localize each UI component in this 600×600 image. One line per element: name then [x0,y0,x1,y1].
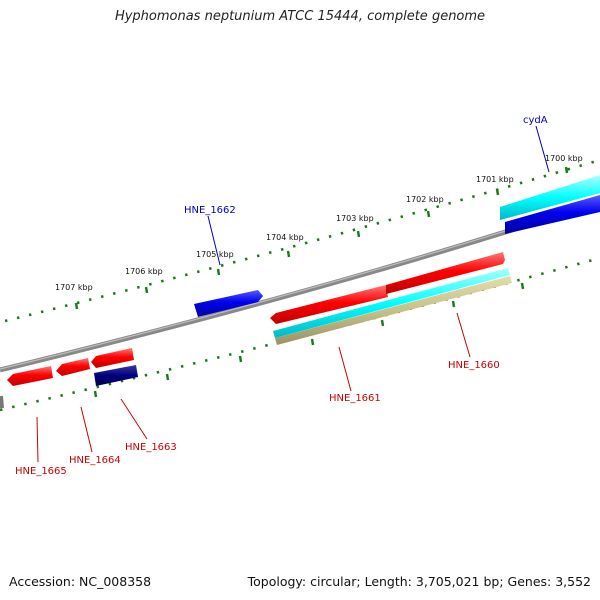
kbp-label-1704: 1704 kbp [266,233,304,242]
gene-label-hne1663[interactable]: HNE_1663 [125,442,177,453]
feature-red-hne1665[interactable] [7,366,53,386]
kbp-label-1702: 1702 kbp [406,195,444,204]
feature-blue-cydA[interactable] [505,195,600,234]
feature-red-hne1661[interactable] [270,285,388,324]
feature-blue-hne1662[interactable] [194,290,263,317]
kbp-label-1703: 1703 kbp [336,214,374,223]
map-title: Hyphomonas neptunium ATCC 15444, complet… [114,9,486,24]
kbp-label-1701: 1701 kbp [476,175,514,184]
feature-cyan-inner[interactable] [273,268,510,338]
feature-navy-hne1663[interactable] [94,365,138,386]
gene-label-hne1662[interactable]: HNE_1662 [184,205,236,216]
feature-khaki-inner[interactable] [275,276,512,345]
outer-major-ticks [74,166,569,310]
callout-hne1663 [120,398,148,440]
feature-red-hne1664[interactable] [56,358,90,376]
feature-red-hne1663[interactable] [91,348,134,368]
callout-hne1661 [338,346,352,392]
gene-label-hne1664[interactable]: HNE_1664 [69,455,121,466]
callout-hne1662 [207,215,221,266]
kbp-label-1707: 1707 kbp [55,283,93,292]
kbp-label-1706: 1706 kbp [125,267,163,276]
gene-label-cydA[interactable]: cydA [523,115,548,126]
inner-major-ticks [93,282,525,398]
gene-label-hne1665[interactable]: HNE_1665 [15,466,67,477]
genome-summary-text: Topology: circular; Length: 3,705,021 bp… [247,574,591,589]
callout-hne1664 [80,406,93,453]
kbp-label-1705: 1705 kbp [196,250,234,259]
feature-red-hne1660[interactable] [386,252,505,294]
kbp-label-1700: 1700 kbp [545,154,583,163]
gene-label-hne1660[interactable]: HNE_1660 [448,360,500,371]
accession-text: Accession: NC_008358 [9,574,152,589]
backbone-end-mark [0,395,4,409]
gene-label-hne1661[interactable]: HNE_1661 [329,393,381,404]
feature-cyan-cydA[interactable] [500,175,600,220]
callout-cydA [535,125,550,173]
callout-hne1660 [456,312,471,358]
callout-hne1665 [36,416,39,463]
